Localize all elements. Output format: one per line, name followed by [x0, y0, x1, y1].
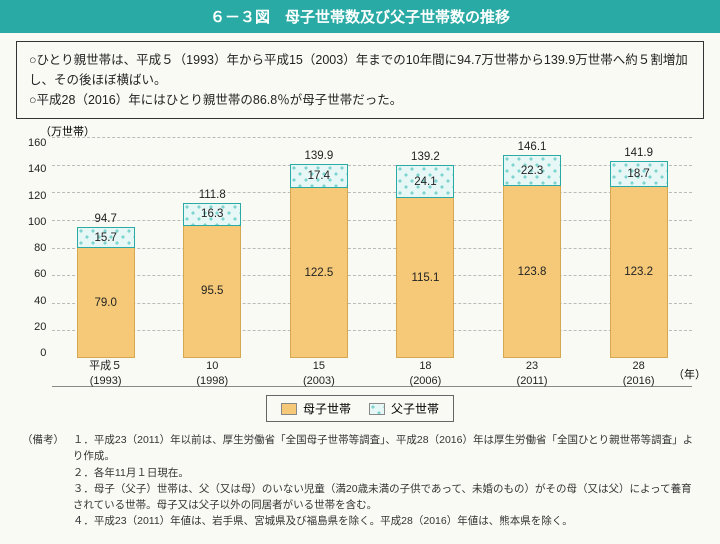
bar-segment-mother: 123.2: [610, 187, 668, 358]
y-tick: 40: [34, 295, 46, 307]
x-tick-label: 平成５(1993): [71, 359, 141, 388]
x-axis-unit: （年）: [673, 366, 706, 382]
y-tick: 120: [28, 190, 46, 202]
y-tick: 100: [28, 216, 46, 228]
bar-segment-mother: 122.5: [290, 188, 348, 358]
notes-body: １．平成23（2011）年以前は、厚生労働省「全国母子世帯等調査」、平成28（2…: [73, 432, 697, 530]
bar-segment-mother: 79.0: [77, 248, 135, 358]
bar-segment-father: 15.7: [77, 227, 135, 249]
summary-line-2: ○平成28（2016）年にはひとり親世帯の86.8％が母子世帯だった。: [29, 90, 691, 110]
legend-item-mother: 母子世帯: [281, 400, 351, 417]
bar-total-label: 141.9: [624, 147, 653, 159]
bar-segment-mother: 115.1: [396, 198, 454, 358]
bar-total-label: 139.9: [304, 150, 333, 162]
y-tick: 60: [34, 268, 46, 280]
bar-total-label: 139.2: [411, 151, 440, 163]
legend-swatch-father: [369, 403, 385, 415]
legend-label-mother: 母子世帯: [303, 400, 351, 417]
legend-swatch-mother: [281, 403, 297, 415]
legend: 母子世帯 父子世帯: [266, 395, 454, 422]
bar-column: 146.1 22.3123.8: [497, 141, 567, 358]
bar-segment-father: 18.7: [610, 161, 668, 187]
summary-line-1: ○ひとり親世帯は、平成５（1993）年から平成15（2003）年までの10年間に…: [29, 50, 691, 90]
x-tick-label: 28(2016): [604, 359, 674, 388]
bar-column: 139.9 17.4122.5: [284, 150, 354, 358]
footnotes: （備考） １．平成23（2011）年以前は、厚生労働省「全国母子世帯等調査」、平…: [22, 432, 698, 530]
bars-group: 94.715.779.0111.816.395.5139.917.4122.51…: [52, 137, 692, 358]
bar-total-label: 146.1: [518, 141, 547, 153]
figure-title: ６－３図 母子世帯数及び父子世帯数の推移: [0, 0, 720, 33]
x-axis-labels: 平成５(1993) 10(1998) 15(2003) 18(2006) 23(2011…: [52, 359, 692, 388]
bar-column: 141.9 18.7123.2: [604, 147, 674, 358]
chart-area: （万世帯） 160140120100806040200 94.715.779.0…: [28, 127, 692, 387]
bar-segment-father: 16.3: [183, 203, 241, 226]
notes-head: （備考）: [22, 432, 70, 448]
legend-item-father: 父子世帯: [369, 400, 439, 417]
x-tick-label: 10(1998): [177, 359, 247, 388]
x-tick-label: 18(2006): [390, 359, 460, 388]
bar-segment-father: 22.3: [503, 155, 561, 186]
summary-box: ○ひとり親世帯は、平成５（1993）年から平成15（2003）年までの10年間に…: [16, 41, 704, 119]
plot-area: 94.715.779.0111.816.395.5139.917.4122.51…: [52, 127, 692, 387]
bar-total-label: 94.7: [94, 213, 116, 225]
bar-total-label: 111.8: [199, 189, 226, 201]
x-tick-label: 15(2003): [284, 359, 354, 388]
y-tick: 140: [28, 163, 46, 175]
bar-segment-father: 17.4: [290, 164, 348, 188]
bar-column: 111.8 16.395.5: [177, 189, 247, 358]
y-tick: 20: [34, 321, 46, 333]
bar-segment-father: 24.1: [396, 165, 454, 198]
bar-column: 94.7 15.779.0: [71, 213, 141, 358]
bar-segment-mother: 123.8: [503, 186, 561, 358]
y-axis: 160140120100806040200: [28, 127, 52, 387]
y-tick: 0: [40, 347, 46, 359]
x-tick-label: 23(2011): [497, 359, 567, 388]
bar-segment-mother: 95.5: [183, 226, 241, 359]
legend-label-father: 父子世帯: [391, 400, 439, 417]
y-tick: 80: [34, 242, 46, 254]
bar-column: 139.2 24.1115.1: [390, 151, 460, 358]
